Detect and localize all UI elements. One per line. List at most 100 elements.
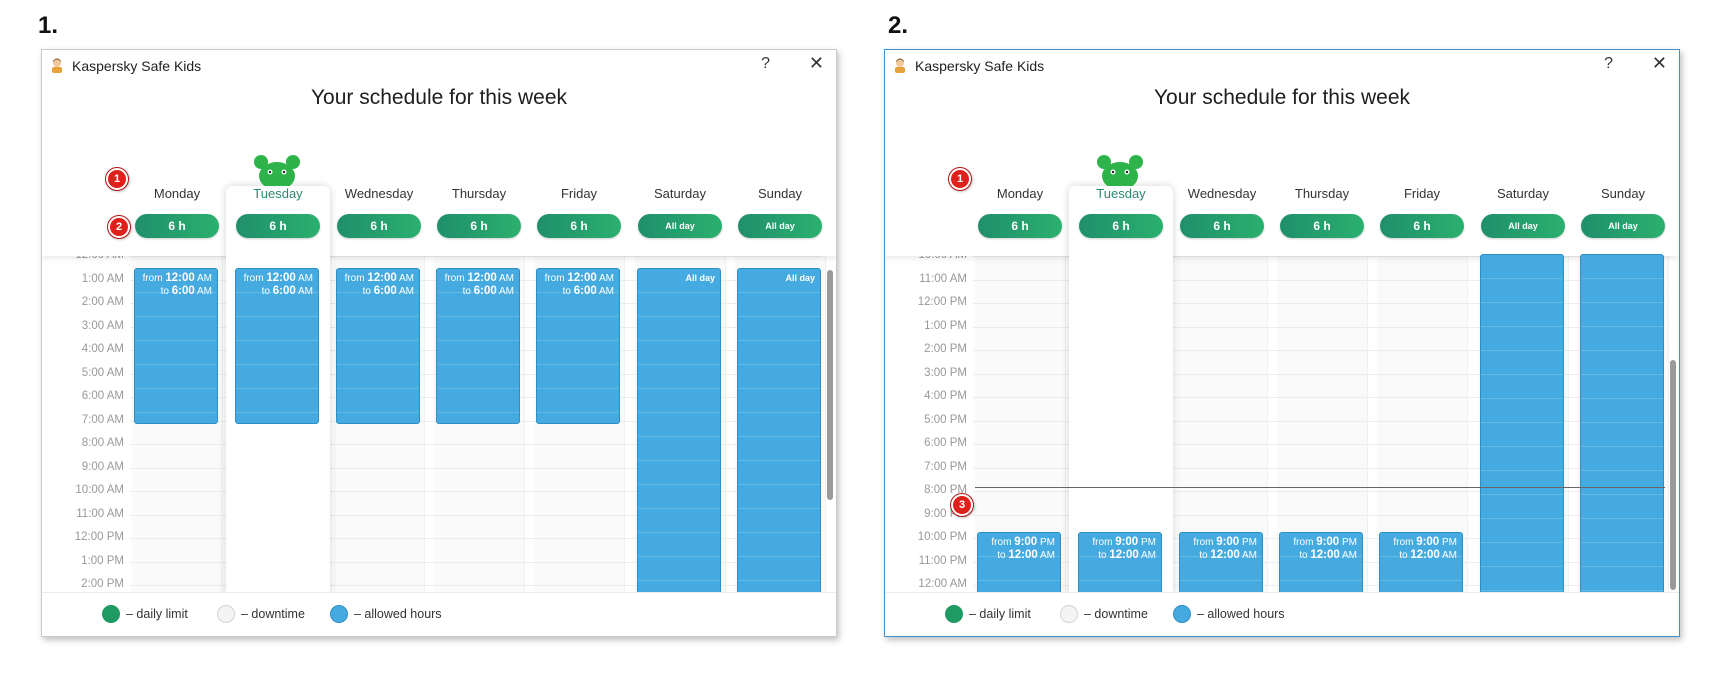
legend-dot [330, 605, 348, 623]
hour-row: 5:00 PM [885, 414, 1679, 445]
daily-limit-pill[interactable]: 6 h [236, 214, 320, 238]
allowed-hours-block[interactable]: All day [637, 268, 721, 636]
hour-label: 2:00 PM [924, 343, 967, 355]
hour-gridline [130, 467, 822, 469]
block-label: from 12:00 AM to 6:00 AM [345, 272, 414, 298]
day-name: Tuesday [1096, 186, 1146, 201]
hour-gridline [130, 585, 822, 586]
allowed-hours-block[interactable] [1480, 254, 1564, 607]
day-header-monday[interactable]: Monday 6 h [132, 186, 222, 238]
hour-gridline [973, 491, 1665, 492]
day-header-friday[interactable]: Friday 6 h [534, 186, 624, 238]
day-name: Friday [1403, 186, 1441, 201]
day-header-thursday[interactable]: Thursday 6 h [434, 186, 524, 238]
day-name: Sunday [1600, 186, 1646, 201]
block-to-line: to 12:00 AM [997, 549, 1055, 561]
block-label: from 9:00 PM to 12:00 AM [1393, 536, 1457, 562]
legend-label: – allowed hours [1197, 607, 1285, 621]
hour-gridline [130, 514, 822, 516]
from-ampm: AM [599, 273, 614, 284]
daily-limit-pill[interactable]: 6 h [1280, 214, 1364, 238]
daily-limit-pill[interactable]: 6 h [135, 214, 219, 238]
day-header-tuesday[interactable]: Tuesday 6 h [233, 186, 323, 238]
legend-dot [1173, 605, 1191, 623]
day-header-monday[interactable]: Monday 6 h [975, 186, 1065, 238]
allowed-hours-block[interactable]: from 12:00 AM to 6:00 AM [336, 268, 420, 424]
allowed-hours-block[interactable]: from 12:00 AM to 6:00 AM [235, 268, 319, 424]
daily-limit-pill[interactable]: All day [738, 214, 822, 238]
day-header-wednesday[interactable]: Wednesday 6 h [334, 186, 424, 238]
hour-label: 12:00 PM [917, 296, 967, 308]
allowed-hours-block[interactable] [1580, 254, 1664, 607]
hour-label: 9:00 AM [81, 460, 124, 473]
day-header-sunday[interactable]: Sunday All day [735, 186, 825, 238]
daily-limit-pill[interactable]: All day [1581, 214, 1665, 238]
daily-limit-pill[interactable]: 6 h [437, 214, 521, 238]
block-from-line: from 12:00 AM [142, 272, 212, 284]
day-name: Monday [996, 186, 1044, 201]
day-name: Saturday [653, 186, 707, 201]
from-time: 9:00 [1115, 536, 1139, 548]
help-icon[interactable]: ? [1604, 55, 1613, 72]
close-icon[interactable]: ✕ [808, 53, 824, 73]
legend-label: – downtime [241, 607, 305, 621]
hour-label: 1:00 PM [81, 554, 124, 567]
window-title: Kaspersky Safe Kids [72, 58, 202, 74]
daily-limit-pill[interactable]: 6 h [537, 214, 621, 238]
legend-footer: – daily limit – downtime – allowed hours [885, 592, 1679, 636]
day-header-sunday[interactable]: Sunday All day [1578, 186, 1668, 238]
daily-limit-pill[interactable]: 6 h [1180, 214, 1264, 238]
allowed-hours-block[interactable]: from 12:00 AM to 6:00 AM [436, 268, 520, 424]
day-header-thursday[interactable]: Thursday 6 h [1277, 186, 1367, 238]
allowed-hours-block[interactable]: All day [737, 268, 821, 636]
allowed-hours-block[interactable]: from 12:00 AM to 6:00 AM [134, 268, 218, 424]
day-name: Thursday [451, 186, 507, 201]
block-to-line: to 6:00 AM [562, 285, 614, 297]
kid-avatar-icon [893, 57, 907, 73]
day-header-saturday[interactable]: Saturday All day [635, 186, 725, 238]
block-from-line: from 9:00 PM [1193, 536, 1257, 548]
hour-row: 11:00 AM [885, 273, 1679, 304]
legend-dot [102, 605, 120, 623]
help-icon[interactable]: ? [761, 55, 770, 72]
callout-badge: 3 [951, 494, 973, 516]
hour-label: 8:00 AM [81, 437, 124, 449]
to-ampm: AM [399, 286, 414, 297]
legend-label: – downtime [1084, 607, 1148, 621]
day-header-tuesday[interactable]: Tuesday 6 h [1076, 186, 1166, 238]
hour-label: 12:00 AM [42, 256, 124, 261]
scrollbar-thumb[interactable] [827, 270, 833, 500]
from-time: 12:00 [367, 272, 397, 284]
block-label: from 12:00 AM to 6:00 AM [143, 272, 212, 298]
hour-label: 10:00 AM [885, 256, 967, 261]
block-from-line: from 12:00 AM [444, 272, 514, 284]
legend-downtime: – downtime [1060, 605, 1148, 623]
allowed-hours-block[interactable]: from 12:00 AM to 6:00 AM [536, 268, 620, 424]
daily-limit-pill[interactable]: 6 h [1380, 214, 1464, 238]
daily-limit-pill[interactable]: All day [638, 214, 722, 238]
scrollbar-thumb[interactable] [1670, 360, 1676, 590]
day-name: Wednesday [1187, 186, 1257, 201]
hour-gridline [130, 256, 822, 257]
day-header-wednesday[interactable]: Wednesday 6 h [1177, 186, 1267, 238]
daily-limit-pill[interactable]: All day [1481, 214, 1565, 238]
day-header-saturday[interactable]: Saturday All day [1478, 186, 1568, 238]
close-icon[interactable]: ✕ [1651, 53, 1667, 73]
to-ampm: AM [1442, 550, 1457, 561]
to-time: 12:00 [1008, 549, 1038, 561]
hour-row: 12:00 AM [42, 256, 836, 280]
block-label: All day [685, 272, 715, 285]
daily-limit-pill[interactable]: 6 h [1079, 214, 1163, 238]
legend-footer: – daily limit – downtime – allowed hours [42, 592, 836, 636]
block-from-line: from 12:00 AM [344, 272, 414, 284]
from-ampm: AM [499, 273, 514, 284]
to-ampm: AM [197, 286, 212, 297]
hour-gridline [973, 514, 1665, 516]
daily-limit-pill[interactable]: 6 h [337, 214, 421, 238]
legend-downtime: – downtime [217, 605, 305, 623]
hour-label: 10:00 PM [917, 531, 967, 543]
day-header-friday[interactable]: Friday 6 h [1377, 186, 1467, 238]
block-to-line: to 6:00 AM [261, 285, 313, 297]
from-ampm: AM [399, 273, 414, 284]
daily-limit-pill[interactable]: 6 h [978, 214, 1062, 238]
